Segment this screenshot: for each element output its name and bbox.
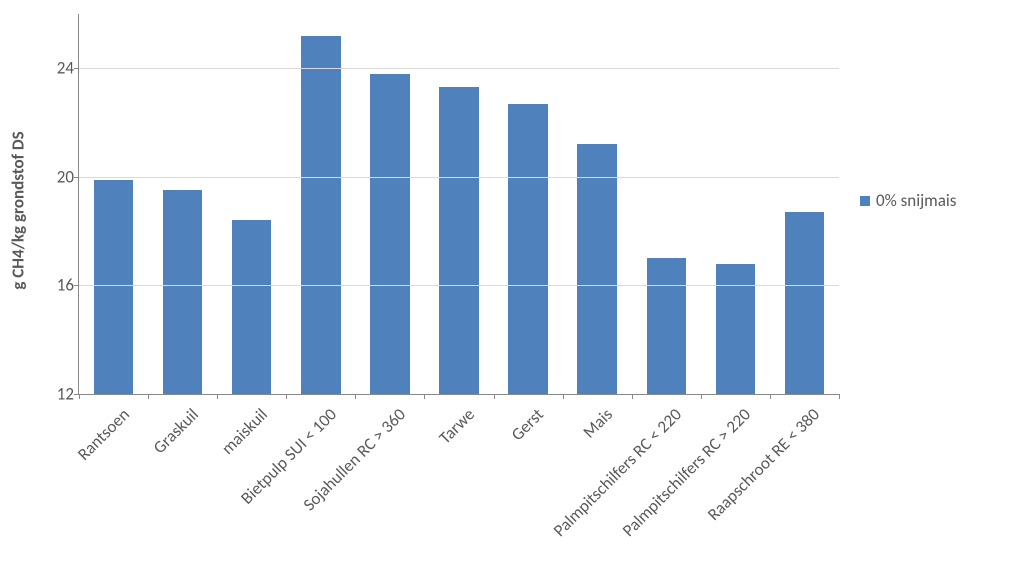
x-tick-mark xyxy=(770,394,771,399)
bar xyxy=(163,190,202,394)
y-tick-mark xyxy=(74,285,79,286)
plot-area xyxy=(78,14,839,395)
bar xyxy=(301,36,340,394)
x-tick-mark xyxy=(148,394,149,399)
legend-label: 0% snijmais xyxy=(876,190,956,211)
bar xyxy=(370,74,409,394)
x-tick-mark xyxy=(494,394,495,399)
y-axis-title: g CH4/kg grondstof DS xyxy=(4,0,32,420)
bar xyxy=(439,87,478,394)
x-tick-mark xyxy=(701,394,702,399)
y-tick-label: 16 xyxy=(46,275,74,296)
gridline xyxy=(79,68,839,69)
y-tick-label: 24 xyxy=(46,58,74,79)
gridline xyxy=(79,285,839,286)
bar xyxy=(647,258,686,394)
bar xyxy=(232,220,271,394)
y-tick-label: 12 xyxy=(46,384,74,405)
x-tick-mark xyxy=(355,394,356,399)
bar xyxy=(94,180,133,394)
x-tick-mark xyxy=(424,394,425,399)
x-tick-mark xyxy=(286,394,287,399)
gridline xyxy=(79,177,839,178)
bar-chart: g CH4/kg grondstof DS 12 16 20 24 RantsoenG… xyxy=(0,0,1024,566)
y-axis-title-text: g CH4/kg grondstof DS xyxy=(8,131,29,289)
bar xyxy=(785,212,824,394)
x-tick-mark xyxy=(563,394,564,399)
bars-layer xyxy=(79,14,839,394)
bar xyxy=(716,264,755,394)
bar xyxy=(508,104,547,394)
legend: 0% snijmais xyxy=(860,190,956,211)
y-tick-mark xyxy=(74,68,79,69)
legend-swatch xyxy=(860,196,870,206)
x-tick-mark xyxy=(217,394,218,399)
x-tick-mark xyxy=(839,394,840,399)
x-tick-mark xyxy=(79,394,80,399)
bar xyxy=(577,144,616,394)
y-tick-label: 20 xyxy=(46,166,74,187)
x-tick-mark xyxy=(632,394,633,399)
y-tick-mark xyxy=(74,177,79,178)
x-labels: RantsoenGraskuilmaiskuilBietpulp SUI < 1… xyxy=(78,400,838,560)
